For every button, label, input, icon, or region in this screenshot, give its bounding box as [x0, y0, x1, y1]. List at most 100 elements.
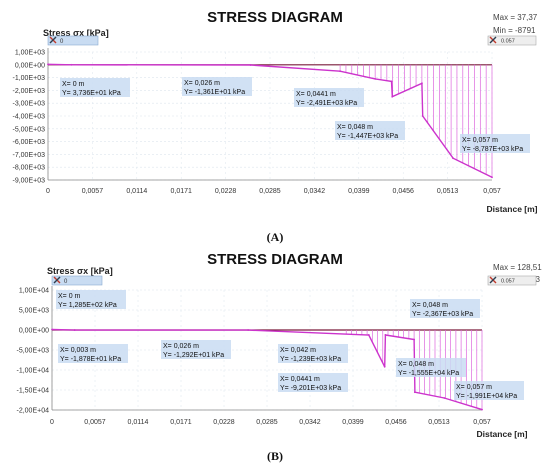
annotation-x-text: X= 0,048 m: [337, 124, 373, 131]
y-tick-label: -5,00E+03: [13, 126, 46, 133]
panel-caption: (B): [267, 449, 283, 463]
y-tick-label: -5,00E+03: [17, 348, 50, 355]
annotation-label: X= 0,042 m Y= -1,239E+03 kPa: [278, 344, 348, 363]
chart-panel-a: STRESS DIAGRAM Max = 37,37 Min = -8791 Stre…: [13, 9, 538, 244]
panel-caption: (A): [267, 230, 284, 244]
annotation-x-text: X= 0,026 m: [163, 343, 199, 350]
annotation-bg: [60, 78, 130, 97]
annotation-y-text: Y= -1,292E+01 kPa: [163, 352, 224, 359]
annotation-y-text: Y= 3,736E+01 kPa: [62, 90, 121, 97]
annotation-bg: [396, 358, 466, 377]
annotation-y-text: Y= -2,491E+03 kPa: [296, 100, 357, 107]
y-tick-label: 1,00E+04: [19, 288, 49, 295]
annotation-bg: [294, 88, 364, 107]
close-icon-stroke-2: [489, 276, 497, 284]
legend-box-left: 0: [51, 275, 103, 286]
x-axis-label: Distance [m]: [476, 429, 527, 439]
x-tick-label: 0,0171: [170, 419, 192, 426]
x-tick-label: 0,0114: [126, 188, 147, 195]
legend-box-right: 0.057: [487, 275, 537, 286]
annotation-x-text: X= 0 m: [58, 293, 81, 300]
annotation-label: X= 0,057 m Y= -8,787E+03 kPa: [460, 134, 530, 153]
annotation-y-text: Y= -1,361E+01 kPa: [184, 89, 245, 96]
x-tick-label: 0,0285: [259, 188, 281, 195]
annotation-label: X= 0,048 m Y= -2,367E+03 kPa: [410, 299, 480, 318]
y-tick-label: -9,00E+03: [13, 178, 46, 185]
legend-box-left: 0: [47, 35, 99, 46]
y-tick-label: -2,00E+03: [13, 88, 46, 95]
annotation-x-text: X= 0,003 m: [60, 347, 96, 354]
annotation-label: X= 0,0441 m Y= -2,491E+03 kPa: [294, 88, 364, 107]
close-icon: [489, 276, 497, 284]
close-icon: [53, 276, 61, 284]
y-tick-label: -1,00E+03: [13, 75, 46, 82]
annotation-label: X= 0,048 m Y= -1,555E+04 kPa: [396, 358, 466, 377]
legend-box-left-bg: [51, 275, 103, 286]
x-tick-label: 0: [50, 419, 54, 426]
legend-left-text: 0: [60, 39, 64, 45]
annotation-label: X= 0,026 m Y= -1,292E+01 kPa: [161, 340, 231, 359]
close-icon: [49, 36, 57, 44]
x-tick-label: 0,0228: [215, 188, 237, 195]
stress-data-point: [51, 328, 53, 331]
annotation-x-text: X= 0,048 m: [398, 361, 434, 368]
annotation-y-text: Y= -8,787E+03 kPa: [462, 146, 523, 153]
stress-data-point: [420, 82, 423, 85]
annotation-bg: [161, 340, 231, 359]
x-tick-label: 0,0399: [348, 188, 370, 195]
annotation-x-text: X= 0,048 m: [412, 302, 448, 309]
y-tick-label: -8,00E+03: [13, 165, 46, 172]
stress-data-point: [413, 338, 416, 341]
y-axis-label: Stress σx [kPa]: [43, 28, 109, 38]
chart-title: STRESS DIAGRAM: [207, 251, 343, 268]
x-tick-label: 0,057: [483, 188, 501, 195]
annotation-bg: [454, 381, 524, 400]
x-tick-label: 0,0456: [392, 188, 414, 195]
y-tick-label: 5,00E+03: [19, 308, 49, 315]
legend-left-text: 0: [64, 279, 68, 285]
annotation-y-text: Y= -1,447E+03 kPa: [337, 133, 398, 140]
y-tick-label: -2,00E+04: [17, 408, 50, 415]
annotation-x-text: X= 0,057 m: [456, 384, 492, 391]
legend-box-left-bg: [47, 35, 99, 46]
max-value-text: Max = 128,51: [493, 263, 542, 272]
x-axis-label: Distance [m]: [486, 204, 537, 214]
stress-data-point: [452, 157, 454, 160]
x-tick-label: 0,0456: [385, 419, 407, 426]
stress-data-point: [491, 176, 493, 179]
stress-data-point: [391, 95, 394, 98]
annotation-label: X= 0 m Y= 3,736E+01 kPa: [60, 78, 130, 97]
annotation-label: X= 0,048 m Y= -1,447E+03 kPa: [335, 121, 405, 140]
y-tick-label: -1,50E+04: [17, 388, 50, 395]
x-tick-label: 0,0171: [170, 188, 192, 195]
close-icon-stroke-2: [53, 276, 61, 284]
y-tick-label: -3,00E+03: [13, 101, 46, 108]
annotation-x-text: X= 0,0441 m: [296, 91, 336, 98]
annotation-bg: [410, 299, 480, 318]
annotation-y-text: Y= -2,367E+03 kPa: [412, 311, 473, 318]
close-icon: [489, 36, 497, 44]
annotation-y-text: Y= -9,201E+03 kPa: [280, 385, 341, 392]
stress-data-point: [384, 334, 387, 336]
x-tick-label: 0: [46, 188, 50, 195]
annotation-bg: [56, 290, 126, 309]
annotation-label: X= 0,003 m Y= -1,878E+01 kPa: [58, 344, 128, 363]
chart-title: STRESS DIAGRAM: [207, 9, 343, 26]
annotation-x-text: X= 0 m: [62, 81, 85, 88]
annotation-bg: [278, 344, 348, 363]
stress-data-point: [390, 80, 393, 83]
annotation-label: X= 0,057 m Y= -1,991E+04 kPa: [454, 381, 524, 400]
max-value-text: Max = 37,37: [493, 13, 538, 22]
legend-right-text: 0.057: [501, 39, 515, 45]
y-axis-label: Stress σx [kPa]: [47, 266, 113, 276]
x-tick-label: 0,0057: [84, 419, 106, 426]
stress-data-point: [443, 397, 446, 399]
close-icon-stroke-2: [49, 36, 57, 44]
annotation-y-text: Y= 1,285E+02 kPa: [58, 302, 117, 309]
y-tick-label: -4,00E+03: [13, 114, 46, 121]
stress-data-point: [413, 391, 416, 394]
x-tick-label: 0,0342: [299, 419, 321, 426]
annotation-x-text: X= 0,0441 m: [280, 376, 320, 383]
